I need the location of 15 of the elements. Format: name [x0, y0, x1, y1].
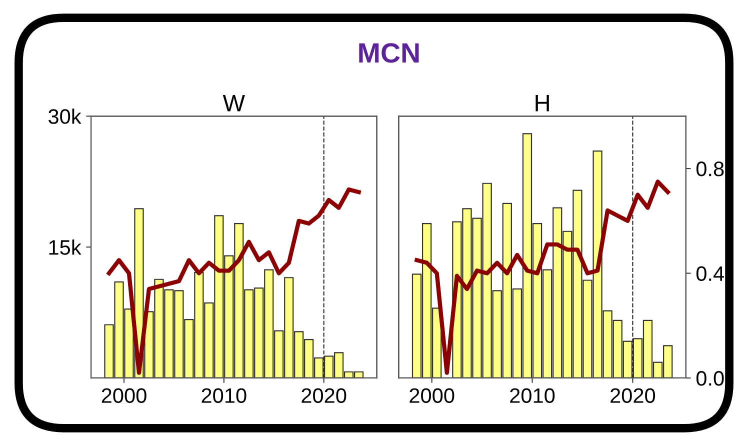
y-tick-label: 15k: [49, 240, 82, 255]
x-tick-label: 2000: [102, 388, 146, 404]
chart-subtitle: W: [222, 95, 245, 112]
x-tick-label: 2000: [410, 388, 454, 404]
x-tick-label: 2010: [510, 388, 555, 404]
y-tick-label: 30k: [48, 108, 82, 124]
line-series: [414, 180, 670, 375]
x-tick-label: 2020: [302, 388, 346, 404]
y2-tick-label: 0.8: [696, 162, 724, 176]
y2-tick-label: 0.0: [696, 370, 724, 386]
y2-tick-label: 0.4: [696, 266, 724, 282]
x-tick-label: 2010: [202, 388, 246, 404]
chart-subtitle: H: [536, 95, 549, 112]
chart-title: MCN: [359, 43, 419, 63]
x-tick-label: 2020: [610, 388, 656, 404]
